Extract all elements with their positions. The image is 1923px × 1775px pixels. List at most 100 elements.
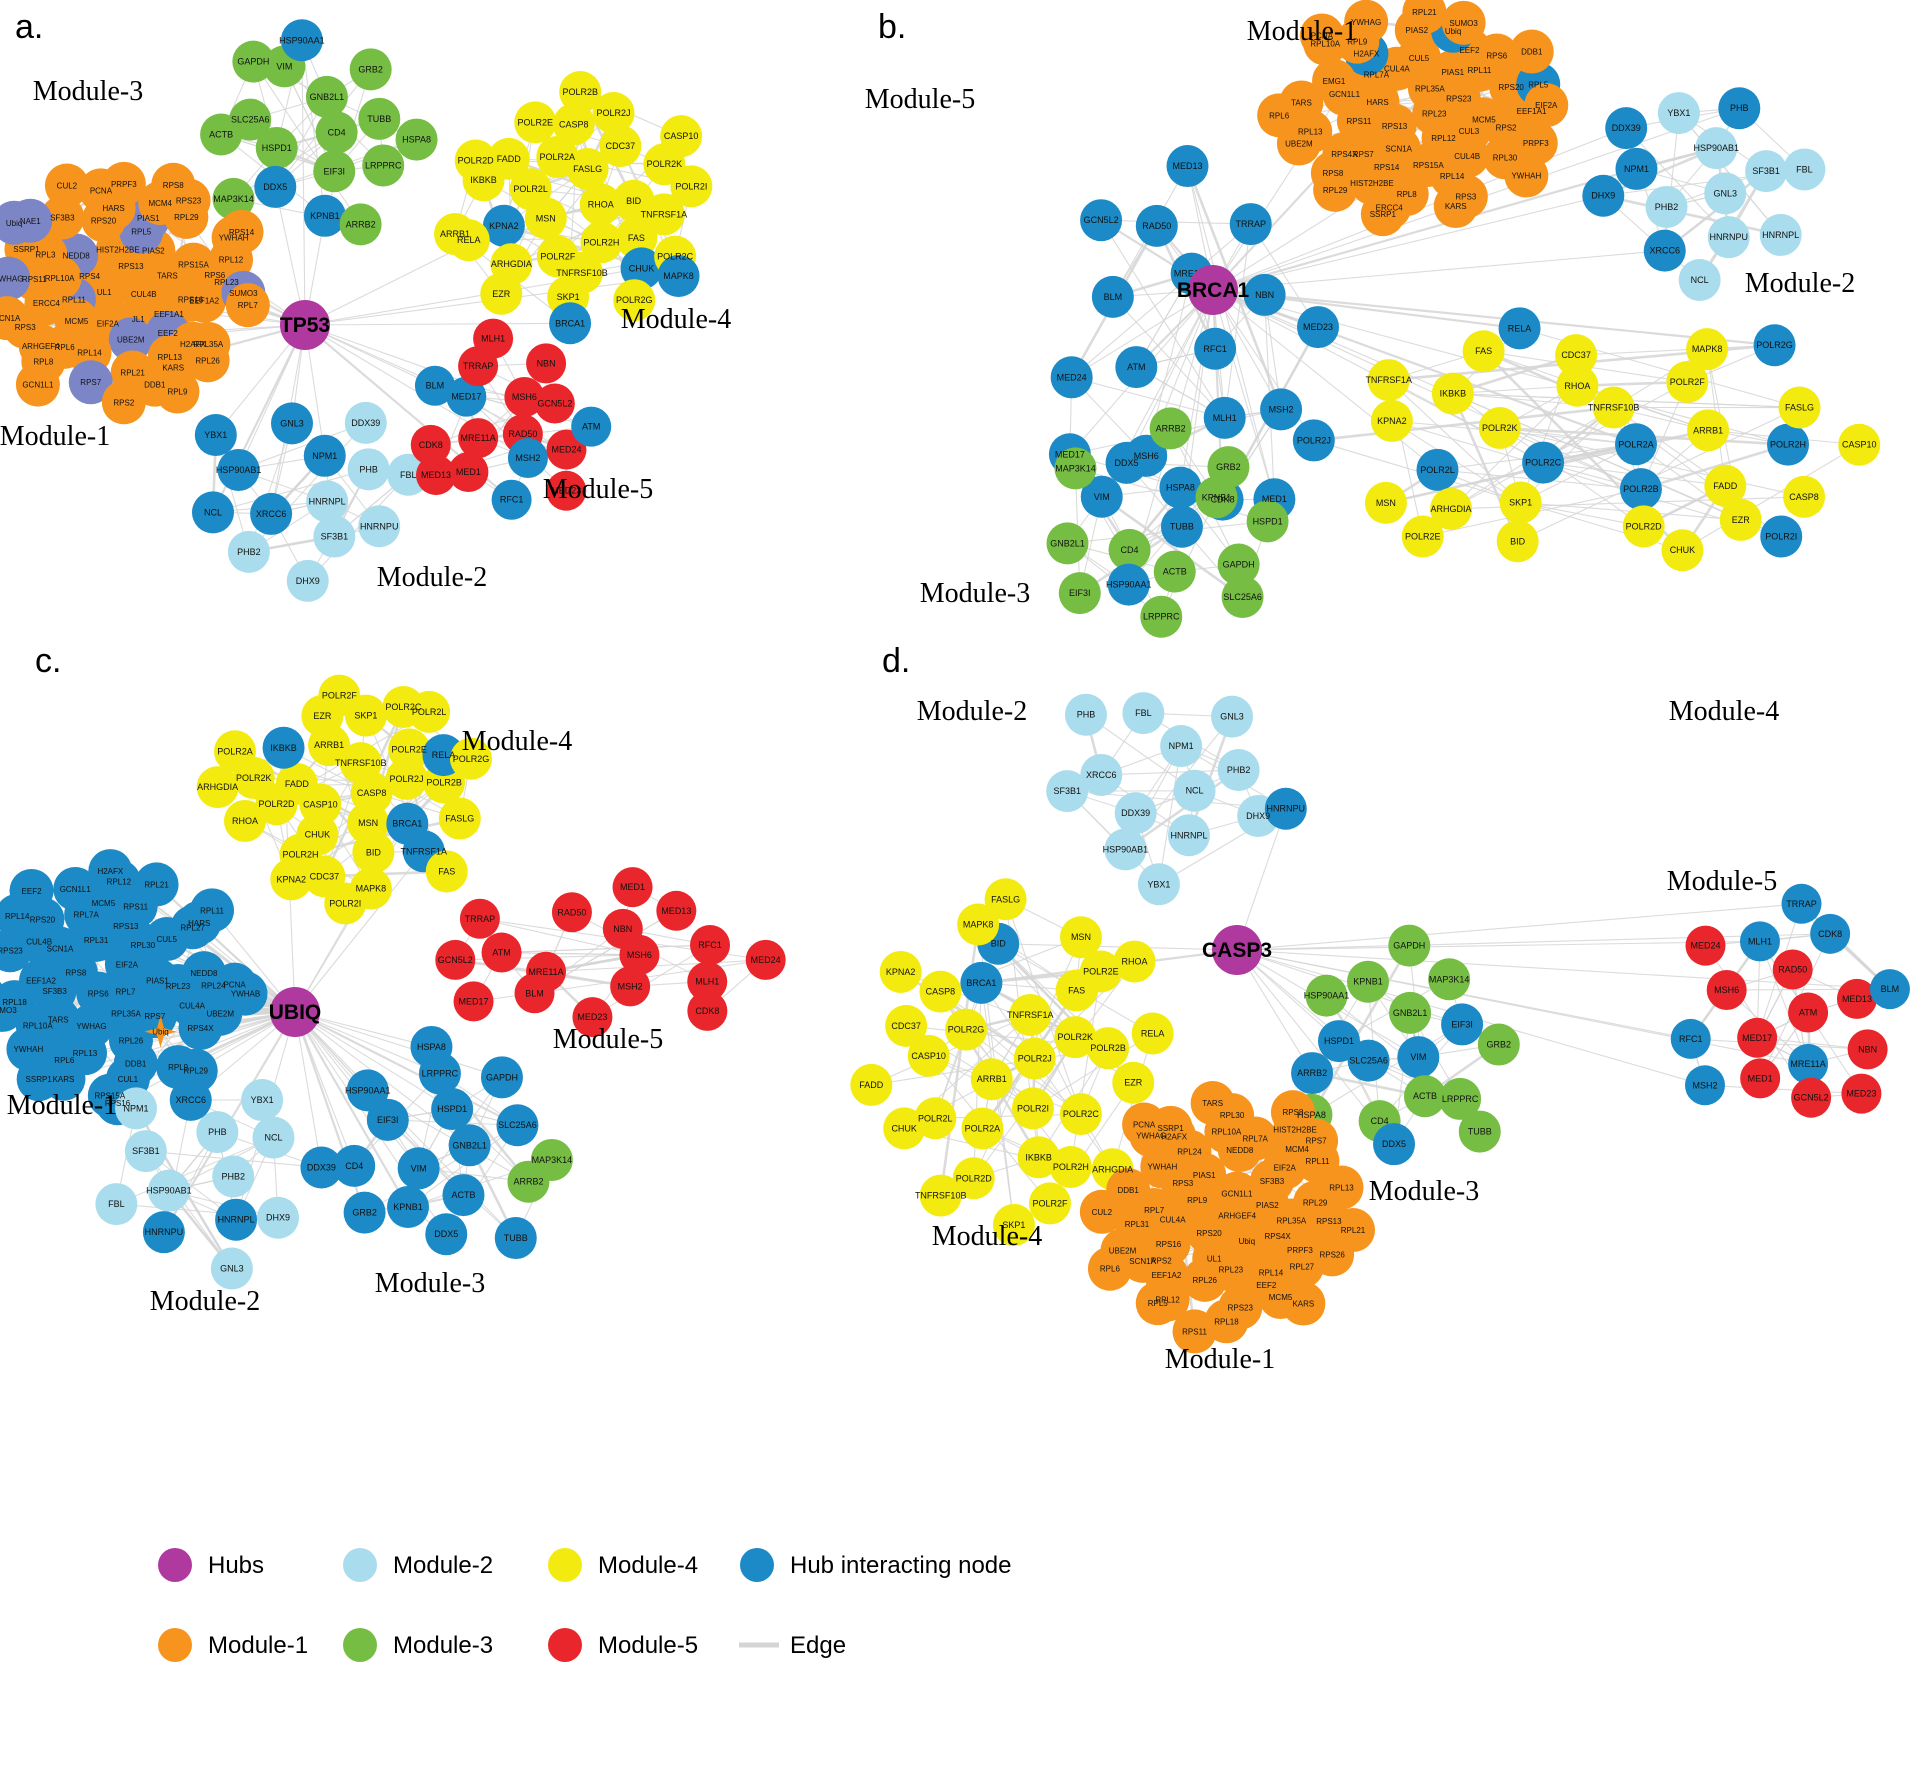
node-mlh1[interactable] [1739,921,1780,962]
node-map3k14[interactable] [1428,958,1471,1001]
node-polr2a[interactable] [536,136,579,179]
node-kpna2[interactable] [270,858,313,901]
node-polr2j[interactable] [1013,1037,1056,1080]
node-ddx39[interactable] [344,401,387,444]
node-kpna2[interactable] [1370,399,1413,442]
node-gnl3[interactable] [1704,172,1747,215]
node-ssrp1[interactable] [16,1057,61,1102]
node-mlh1[interactable] [687,961,728,1002]
node-sumo3[interactable] [0,987,25,1032]
node-hspa8[interactable] [395,118,438,161]
node-polr2a[interactable] [213,730,256,773]
node-ncl[interactable] [1173,769,1216,812]
node-casp8[interactable] [919,970,962,1013]
node-ddx39[interactable] [1114,792,1157,835]
node-polr2h[interactable] [1767,423,1810,466]
node-kpnb1[interactable] [387,1186,430,1229]
node-med13[interactable] [1166,145,1209,188]
node-polr2e[interactable] [1079,950,1122,993]
node-fadd[interactable] [850,1063,893,1106]
node-gcn1l1[interactable] [53,867,98,912]
node-rad50[interactable] [1772,949,1813,990]
node-rpl5[interactable] [1135,1281,1180,1326]
node-hnrnpl[interactable] [1759,213,1802,256]
node-gcn5l2[interactable] [534,383,575,424]
node-med17[interactable] [1737,1017,1778,1058]
node-kpnb1[interactable] [1346,960,1389,1003]
node-npm1[interactable] [1160,725,1203,768]
node-tnfrsf1a[interactable] [642,193,685,236]
node-gapdh[interactable] [1217,543,1260,586]
node-blm[interactable] [514,973,555,1014]
node-rpl6[interactable] [1087,1246,1132,1291]
node-chuk[interactable] [620,247,663,290]
node-ddx5[interactable] [425,1213,468,1256]
node-rpl21[interactable] [134,862,179,907]
node-tnfrsf10b[interactable] [919,1174,962,1217]
node-rpl26[interactable] [1182,1257,1227,1302]
node-med1[interactable] [1740,1058,1781,1099]
node-gapdh[interactable] [232,40,275,83]
node-eif3i[interactable] [1058,572,1101,615]
node-npm1[interactable] [303,434,346,477]
node-actb[interactable] [200,113,243,156]
node-xrcc6[interactable] [169,1078,212,1121]
node-phb[interactable] [1064,693,1107,736]
hub-node-ubiq[interactable] [270,987,320,1037]
node-nbn[interactable] [1243,273,1286,316]
node-lrpprc[interactable] [362,144,405,187]
node-polr2e[interactable] [388,728,431,771]
node-msh2[interactable] [1260,388,1303,431]
hub-node-brca1[interactable] [1188,265,1238,315]
node-grb2[interactable] [349,48,392,91]
node-trrap[interactable] [1781,883,1822,924]
node-mlh1[interactable] [473,318,514,359]
node-eef2[interactable] [9,868,54,913]
node-skp1[interactable] [1499,481,1542,524]
node-rps11[interactable] [1172,1309,1217,1354]
node-rpl13[interactable] [1319,1165,1364,1210]
node-chuk[interactable] [1661,529,1704,572]
node-polr2g[interactable] [449,737,492,780]
node-actb[interactable] [442,1174,485,1217]
node-fadd[interactable] [1704,464,1747,507]
node-cul2[interactable] [1079,1189,1124,1234]
node-npm1[interactable] [115,1087,158,1130]
node-vim[interactable] [1397,1036,1440,1079]
node-ywhag[interactable] [0,256,31,301]
node-xrcc6[interactable] [1080,753,1123,796]
node-cd4[interactable] [1108,528,1151,571]
node-ncl[interactable] [252,1116,295,1159]
node-mapk8[interactable] [957,903,1000,946]
node-ddx5[interactable] [254,165,297,208]
node-ddx5[interactable] [1105,441,1148,484]
node-kars[interactable] [1433,184,1478,229]
node-med23[interactable] [1841,1073,1882,1114]
node-rfc1[interactable] [690,925,731,966]
node-hspd1[interactable] [1246,500,1289,543]
node-polr2h[interactable] [1049,1145,1092,1188]
node-bid[interactable] [352,831,395,874]
node-hsp90ab1[interactable] [1695,127,1738,170]
node-polr2f[interactable] [1666,361,1709,404]
node-arrb2[interactable] [339,203,382,246]
node-hnrnpl[interactable] [306,480,349,523]
node-msn[interactable] [1059,916,1102,959]
node-cdc37[interactable] [1555,334,1598,377]
node-rps23[interactable] [0,928,33,973]
node-polr2a[interactable] [961,1107,1004,1150]
node-hsp90ab1[interactable] [147,1169,190,1212]
node-actb[interactable] [1153,550,1196,593]
node-rpl21[interactable] [1331,1208,1376,1253]
node-rpl29[interactable] [1313,167,1358,212]
node-msh2[interactable] [610,966,651,1007]
node-kpna2[interactable] [879,950,922,993]
node-polr2d[interactable] [1622,505,1665,548]
node-polr2b[interactable] [1619,468,1662,511]
node-slc25a6[interactable] [496,1104,539,1147]
node-polr2k[interactable] [1054,1016,1097,1059]
hub-node-casp3[interactable] [1212,925,1262,975]
node-polr2i[interactable] [670,165,713,208]
node-polr2e[interactable] [1401,515,1444,558]
node-rps7[interactable] [68,360,113,405]
